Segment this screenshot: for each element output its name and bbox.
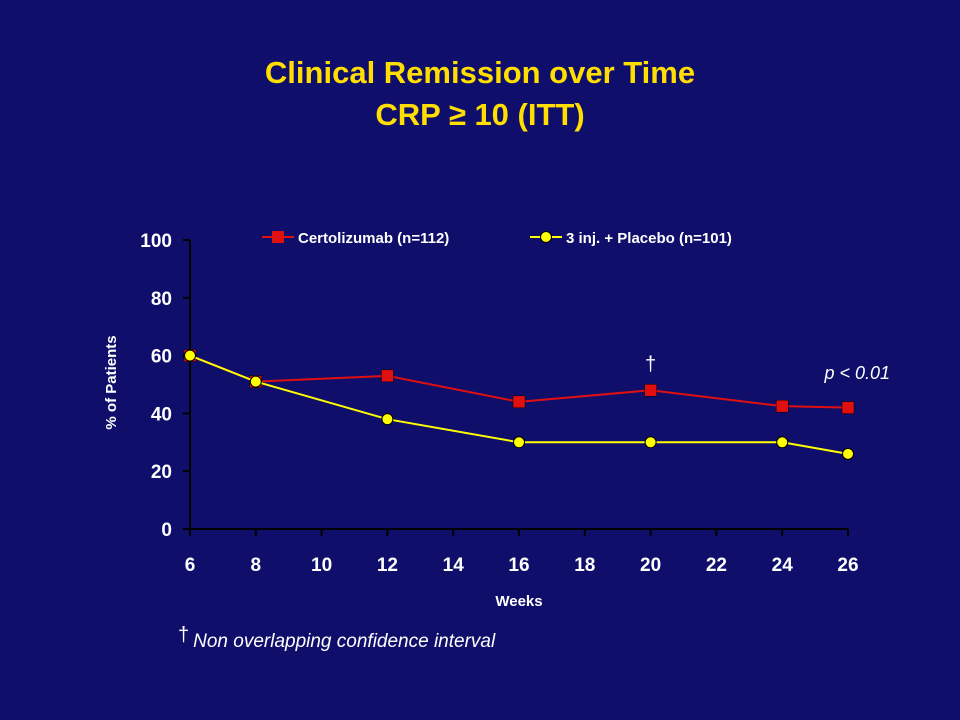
footnote-text: Non overlapping confidence interval [193, 631, 496, 652]
series-1-point [381, 369, 394, 383]
series-1-point [512, 395, 526, 409]
chart-series [183, 349, 855, 460]
title-line-2: CRP ≥ 10 (ITT) [375, 97, 585, 132]
x-tick-label: 6 [185, 555, 196, 576]
y-tick-label: 20 [151, 462, 172, 483]
series-1-point [841, 401, 855, 414]
chart-axes [183, 239, 849, 536]
x-tick-label: 18 [574, 555, 595, 576]
series-1-point [644, 384, 657, 397]
y-tick-labels: 0 20 40 60 80 100 [140, 231, 172, 541]
x-tick-label: 12 [377, 555, 398, 576]
x-tick-label: 22 [706, 555, 727, 576]
x-tick-label: 20 [640, 555, 661, 576]
x-tick-label: 26 [837, 555, 858, 576]
series-2-point [513, 436, 525, 449]
slide-title: Clinical Remission over Time CRP ≥ 10 (I… [0, 52, 960, 136]
series-2-point [249, 375, 262, 388]
y-tick-label: 40 [151, 404, 172, 425]
legend-label-1: Certolizumab (n=112) [298, 230, 449, 247]
y-axis-title: % of Patients [103, 335, 120, 429]
x-tick-labels: 6 8 10 12 14 16 18 20 22 24 26 [185, 555, 859, 576]
series-2-point [776, 436, 789, 449]
legend-label-2: 3 inj. + Placebo (n=101) [566, 230, 732, 247]
x-tick-label: 10 [311, 555, 332, 576]
series-2-point [842, 447, 854, 460]
series-1-point [775, 399, 789, 413]
x-tick-label: 14 [443, 555, 465, 576]
x-axis-title: Weeks [495, 593, 542, 610]
legend-marker-2 [540, 231, 552, 243]
chart-annotations: † p < 0.01 [645, 353, 890, 383]
dagger-annotation: † [645, 353, 656, 375]
footnote-dagger: † [178, 624, 190, 646]
series-2-point [184, 349, 196, 362]
series-2-point [644, 436, 657, 449]
legend-marker-1 [272, 231, 284, 243]
y-tick-label: 100 [140, 231, 172, 252]
series-2-point [381, 413, 394, 426]
x-tick-label: 8 [251, 555, 262, 576]
x-tick-label: 24 [772, 555, 794, 576]
footnote: † Non overlapping confidence interval [178, 624, 496, 653]
y-tick-label: 0 [161, 520, 172, 541]
y-tick-label: 60 [151, 347, 172, 368]
p-value-annotation: p < 0.01 [823, 363, 890, 383]
x-tick-label: 16 [508, 555, 529, 576]
chart-legend: Certolizumab (n=112) 3 inj. + Placebo (n=… [262, 230, 732, 247]
y-tick-label: 80 [151, 289, 172, 310]
title-line-1: Clinical Remission over Time [264, 55, 696, 90]
